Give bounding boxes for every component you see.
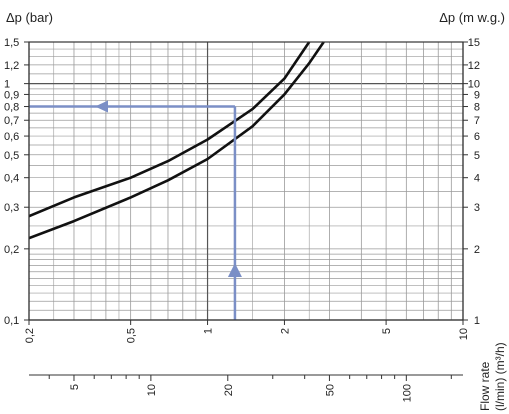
y-right-tick-label: 1 — [474, 315, 480, 327]
y-right-tick-label: 2 — [474, 244, 480, 256]
x-lmin-tick-label: 10 — [146, 384, 158, 396]
y-left-tick-label: 1,5 — [4, 37, 19, 49]
y-right-tick-label: 15 — [468, 37, 480, 49]
minor-grid — [29, 41, 463, 321]
x-m3h-tick-label: 0,2 — [24, 328, 36, 343]
example-left-arrow — [95, 100, 108, 113]
y-right-tick-label: 10 — [468, 79, 480, 91]
axes — [24, 41, 468, 381]
y-right-tick-label: 9 — [474, 89, 480, 101]
y-right-tick-label: 12 — [468, 60, 480, 72]
y-right-tick-label: 5 — [474, 150, 480, 162]
y-left-axis-title: Δp (bar) — [6, 10, 53, 25]
example-up-arrow — [227, 263, 242, 277]
y-left-tick-label: 0,5 — [4, 150, 19, 162]
y-left-tick-label: 0,1 — [4, 315, 19, 327]
y-right-tick-label: 7 — [474, 115, 480, 127]
y-right-tick-label: 3 — [474, 202, 480, 214]
y-left-tick-label: 1,2 — [4, 60, 19, 72]
y-right-tick-label: 6 — [474, 131, 480, 143]
curve-1 — [29, 41, 311, 218]
x-m3h-tick-label: 0,5 — [126, 328, 138, 343]
x-axis-title-line2: (l/min) (m³/h) — [493, 342, 507, 411]
y-left-tick-label: 1 — [4, 79, 10, 91]
reading-example — [29, 100, 242, 320]
y-left-tick-label: 0,2 — [4, 244, 19, 256]
y-left-tick-label: 0,3 — [4, 202, 19, 214]
y-right-tick-label: 4 — [474, 173, 480, 185]
plot-frame — [28, 41, 464, 321]
y-right-tick-label: 8 — [474, 102, 480, 114]
curve-2 — [29, 41, 325, 240]
x-m3h-tick-label: 5 — [381, 328, 393, 334]
y-left-tick-label: 0,7 — [4, 115, 19, 127]
y-left-tick-label: 0,8 — [4, 102, 19, 114]
y-left-tick-label: 0,6 — [4, 131, 19, 143]
x-lmin-tick-label: 50 — [324, 384, 336, 396]
x-axis-title-line1: Flow rate — [478, 361, 492, 411]
x-m3h-tick-label: 10 — [458, 328, 470, 340]
tick-labels: 0,10,20,30,40,50,60,70,80,911,21,5123456… — [4, 37, 480, 402]
x-lmin-tick-label: 20 — [223, 384, 235, 396]
curves — [29, 41, 325, 240]
y-left-tick-label: 0,9 — [4, 89, 19, 101]
x-lmin-tick-label: 5 — [69, 384, 81, 390]
y-right-axis-title: Δp (m w.g.) — [439, 10, 505, 25]
x-m3h-tick-label: 1 — [203, 328, 215, 334]
x-lmin-tick-label: 100 — [401, 384, 413, 402]
y-left-tick-label: 0,4 — [4, 173, 19, 185]
x-m3h-tick-label: 2 — [279, 328, 291, 334]
